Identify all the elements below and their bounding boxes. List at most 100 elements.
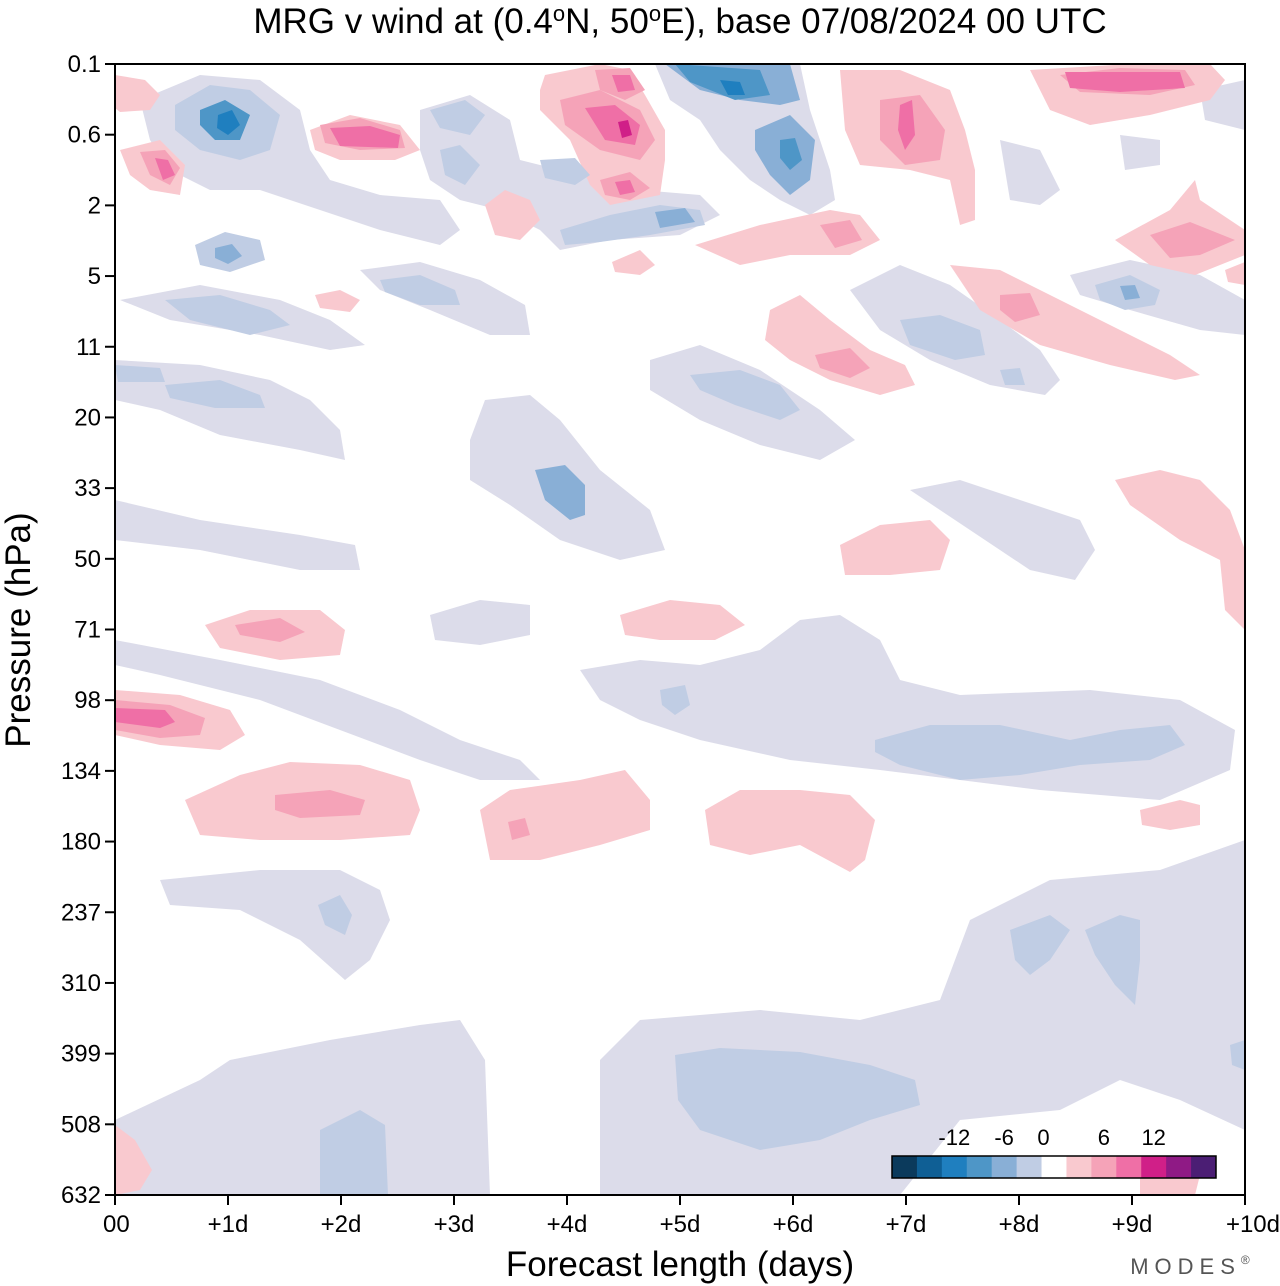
colorbar-frame: [891, 1155, 1217, 1179]
contour-pos-strong: [612, 75, 635, 92]
contour-neg-light: [1120, 135, 1160, 170]
brand-mark: ®: [1241, 1253, 1250, 1267]
y-tick-label: 50: [74, 546, 101, 573]
colorbar-swatch: [941, 1156, 968, 1178]
contour-neg-mid: [690, 370, 800, 420]
plot-area: 00 +1d +2d +3d +4d +5d +6d +7d +8d +9d +10d 0.1 0.6…: [61, 51, 1280, 1238]
colorbar-swatch: [991, 1156, 1018, 1178]
contour-neg-mid: [440, 145, 480, 185]
x-tick-label: +4d: [547, 1211, 588, 1238]
contour-neg-mid: [430, 100, 485, 135]
contour-pos-max: [618, 120, 632, 138]
colorbar-tick-label: 6: [1098, 1125, 1110, 1150]
contour-neg-mid: [1000, 368, 1025, 385]
contour-neg-light: [115, 640, 540, 780]
contour-neg-mid: [1085, 915, 1140, 1005]
y-tick-label: 180: [61, 829, 101, 856]
y-axis: 0.1 0.6 2 5 11 20 33 50 71 98 134 180 237 310 399 508 63…: [61, 51, 115, 1209]
title-part-1: MRG v wind at (0.4: [253, 2, 553, 41]
contour-pos-strong: [1065, 72, 1185, 92]
contour-pos-mid: [235, 618, 305, 642]
contour-pos-light: [115, 1125, 152, 1195]
colorbar-tick-label: 0: [1037, 1125, 1049, 1150]
y-tick-label: 399: [61, 1041, 101, 1068]
contour-neg-light: [910, 480, 1095, 580]
contour-pos-mid: [815, 348, 870, 378]
contour-pos-mid: [275, 790, 365, 818]
x-tick-label: +7d: [886, 1211, 927, 1238]
contour-pos-strong: [155, 158, 175, 180]
contour-neg-light: [115, 1020, 490, 1195]
contour-neg-light: [160, 870, 390, 980]
x-axis-label: Forecast length (days): [506, 1245, 854, 1284]
contour-neg-max: [217, 110, 240, 135]
colorbar-swatch: [1016, 1156, 1043, 1178]
x-tick-label: +5d: [660, 1211, 701, 1238]
x-tick-label: +10d: [1226, 1211, 1280, 1238]
contour-neg-mid: [900, 315, 985, 360]
x-tick-label: +3d: [434, 1211, 475, 1238]
contour-neg-mid: [1010, 915, 1070, 975]
colorbar-swatch: [916, 1156, 943, 1178]
contour-pos-mid: [1000, 293, 1040, 322]
x-tick-label: 00: [103, 1211, 130, 1238]
y-tick-label: 11: [76, 334, 101, 361]
y-tick-label: 632: [61, 1182, 101, 1209]
contour-neg-max: [720, 80, 745, 95]
colorbar-swatch: [1091, 1156, 1117, 1178]
contour-neg-mid: [675, 1048, 920, 1150]
contour-neg-mid: [1230, 1040, 1245, 1070]
contour-neg-mid: [165, 380, 265, 408]
contour-neg-mid: [660, 685, 690, 715]
colorbar-swatch: [892, 1156, 918, 1178]
x-tick-label: +8d: [999, 1211, 1040, 1238]
contour-neg-mid: [380, 275, 460, 305]
brand-logo: MODES®: [1130, 1253, 1250, 1279]
y-tick-label: 71: [74, 617, 101, 644]
contour-pos-light: [480, 770, 650, 860]
y-tick-label: 5: [88, 263, 101, 290]
title-degree-1: o: [553, 1, 565, 26]
contour-pos-light: [1115, 470, 1245, 630]
contour-pos-light: [115, 75, 160, 112]
y-tick-label: 134: [61, 758, 101, 785]
contour-neg-mid: [115, 365, 165, 382]
contour-pos-light: [612, 250, 655, 275]
contour-pos-strong: [330, 126, 400, 148]
colorbar-swatch: [966, 1156, 993, 1178]
contour-pos-light: [840, 520, 950, 575]
chart-title: MRG v wind at (0.4oN, 50oE), base 07/08/…: [253, 1, 1106, 41]
y-tick-label: 2: [88, 192, 101, 219]
contour-pos-light: [620, 600, 745, 640]
colorbar-tick-label: 12: [1141, 1125, 1165, 1150]
x-axis: 00 +1d +2d +3d +4d +5d +6d +7d +8d +9d +10d: [103, 1195, 1280, 1238]
colorbar-swatch: [1141, 1156, 1167, 1178]
contour-neg-mid: [875, 725, 1185, 780]
colorbar-swatch: [1116, 1156, 1142, 1178]
colorbar-tick-label: -6: [994, 1125, 1014, 1150]
y-tick-label: 508: [61, 1111, 101, 1138]
y-tick-label: 33: [74, 475, 101, 502]
y-tick-label: 0.1: [68, 51, 101, 78]
title-degree-2: o: [649, 1, 661, 26]
contour-neg-mid: [165, 295, 290, 335]
contour-neg-strong: [215, 244, 242, 264]
colorbar-tick-label: -12: [938, 1125, 970, 1150]
x-tick-label: +1d: [208, 1211, 249, 1238]
y-tick-label: 310: [61, 970, 101, 997]
contour-pos-strong: [615, 180, 635, 195]
colorbar-swatch: [1191, 1156, 1217, 1178]
contour-pos-light: [950, 265, 1200, 380]
contour-pos-strong: [898, 100, 915, 150]
contour-pos-light: [765, 295, 915, 395]
contour-neg-light: [1000, 140, 1060, 205]
contour-pos-mid: [820, 220, 862, 248]
contour-neg-mid: [535, 465, 585, 520]
contour-neg-light: [430, 600, 530, 645]
colorbar: -12 -6 0 6 12: [891, 1125, 1217, 1179]
colorbar-swatch: [1066, 1156, 1092, 1178]
brand-name: MODES: [1130, 1254, 1241, 1279]
contour-neg-mid: [320, 1110, 388, 1195]
contour-pos-mid: [508, 818, 530, 840]
